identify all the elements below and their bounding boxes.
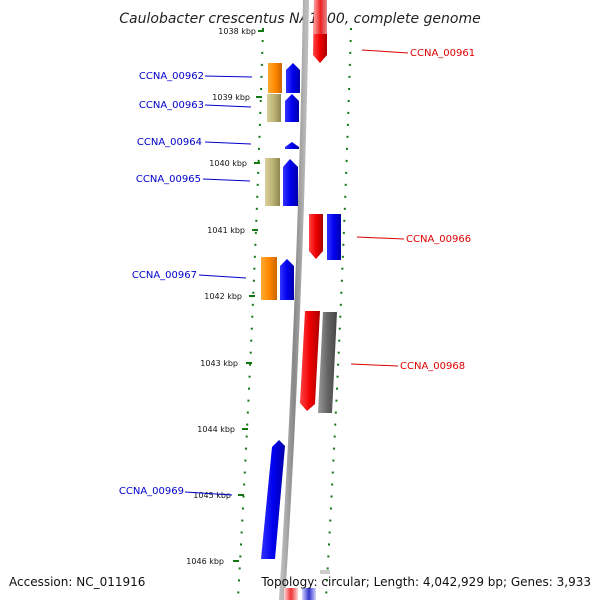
tick-label-1040: 1040 kbp xyxy=(209,159,247,168)
gene-label: CCNA_00964 xyxy=(137,137,202,148)
tick-label-1046: 1046 kbp xyxy=(186,557,224,566)
gene-label: CCNA_00962 xyxy=(139,71,204,82)
gene-label: CCNA_00965 xyxy=(136,174,201,185)
gene-CCNA_00968[interactable]: CCNA_00968 xyxy=(300,311,465,413)
gene-arrow xyxy=(309,214,323,259)
scale-axis: 1038 kbp 1039 kbp 1040 kbp 1041 kbp 1042… xyxy=(186,27,264,566)
gene-CCNA_00962[interactable]: CCNA_00962 xyxy=(139,63,300,93)
gene-CCNA_00964[interactable]: CCNA_00964 xyxy=(137,137,299,149)
gene-label: CCNA_00963 xyxy=(139,100,204,111)
gene-arrow xyxy=(261,440,285,559)
gene-CCNA_00967[interactable]: CCNA_00967 xyxy=(132,257,294,300)
partial-gene-bottom xyxy=(320,570,330,574)
homolog-block xyxy=(268,63,282,93)
homolog-block xyxy=(318,312,337,413)
genome-summary-text: Topology: circular; Length: 4,042,929 bp… xyxy=(260,575,591,589)
tick-label-1045: 1045 kbp xyxy=(193,491,231,500)
homolog-block xyxy=(327,214,341,260)
tick-label-1041: 1041 kbp xyxy=(207,226,245,235)
gene-arrow xyxy=(285,142,299,149)
gene-arrow xyxy=(285,94,299,122)
gene-label: CCNA_00961 xyxy=(410,48,475,59)
tick-label-1043: 1043 kbp xyxy=(200,359,238,368)
gene-leader-line xyxy=(184,491,233,496)
gene-leader-line xyxy=(204,141,252,145)
gene-leader-line xyxy=(356,236,405,240)
gene-leader-line xyxy=(204,75,253,78)
gene-leader-line xyxy=(204,104,252,108)
gene-arrow xyxy=(280,259,294,300)
gene-arrow xyxy=(286,63,300,93)
partial-gene-bottom xyxy=(302,588,316,600)
gene-leader-line xyxy=(202,178,251,182)
homolog-block xyxy=(265,158,280,206)
gene-leader-line xyxy=(350,363,399,367)
gene-label: CCNA_00968 xyxy=(400,361,465,372)
gene-CCNA_00965[interactable]: CCNA_00965 xyxy=(136,158,298,206)
gene-CCNA_00963[interactable]: CCNA_00963 xyxy=(139,94,299,122)
gene-CCNA_00969[interactable]: CCNA_00969 xyxy=(119,440,285,559)
gene-CCNA_00966[interactable]: CCNA_00966 xyxy=(309,214,471,260)
gene-leader-line xyxy=(198,274,247,279)
gene-arrow xyxy=(300,311,320,411)
partial-gene-top-highlight xyxy=(314,0,327,34)
gene-label: CCNA_00967 xyxy=(132,270,197,281)
gene-label: CCNA_00969 xyxy=(119,486,184,497)
gene-leader-line xyxy=(361,49,409,54)
gene-arrow xyxy=(283,159,298,206)
genome-backbone xyxy=(279,0,309,600)
homolog-block xyxy=(267,94,281,122)
homolog-block xyxy=(261,257,277,300)
tick-label-1042: 1042 kbp xyxy=(204,292,242,301)
gene-label: CCNA_00966 xyxy=(406,234,471,245)
partial-gene-bottom xyxy=(284,588,298,600)
gene-CCNA_00961[interactable]: CCNA_00961 xyxy=(361,48,475,59)
tick-label-1038: 1038 kbp xyxy=(218,27,256,36)
map-title: Caulobacter crescentus NA1000, complete … xyxy=(119,11,480,27)
tick-label-1044: 1044 kbp xyxy=(197,425,235,434)
accession-text: Accession: NC_011916 xyxy=(9,575,145,589)
tick-label-1039: 1039 kbp xyxy=(212,93,250,102)
forward-track-guide xyxy=(237,27,264,599)
